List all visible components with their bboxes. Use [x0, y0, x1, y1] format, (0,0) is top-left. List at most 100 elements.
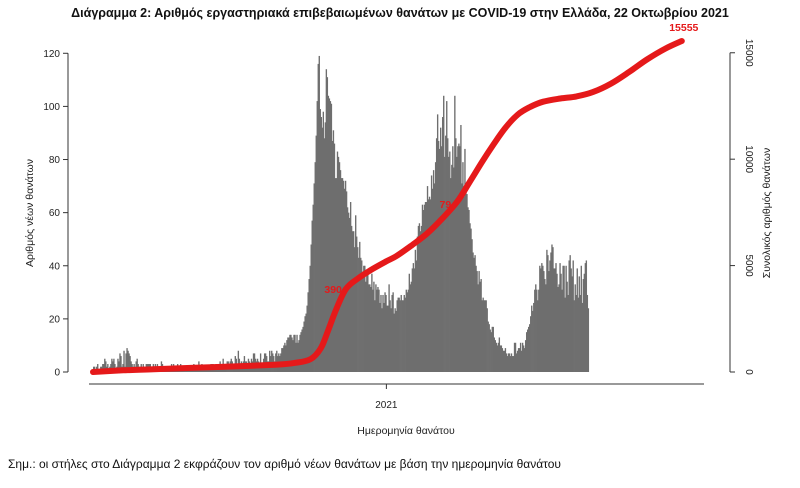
- bar: [419, 231, 422, 372]
- bar: [491, 326, 493, 372]
- bar: [364, 265, 366, 372]
- bar: [564, 297, 566, 372]
- bar: [300, 332, 302, 372]
- bar: [493, 337, 495, 372]
- bar: [466, 194, 468, 372]
- bar: [540, 268, 542, 372]
- y-right-tick-label: 10000: [743, 145, 754, 173]
- bar: [392, 292, 394, 372]
- bar: [566, 281, 568, 372]
- bar: [464, 148, 466, 372]
- bar: [320, 117, 322, 373]
- bar: [445, 135, 447, 372]
- bar: [289, 334, 291, 372]
- bar: [546, 249, 548, 372]
- bar: [457, 146, 459, 372]
- bar: [107, 364, 109, 372]
- bar: [470, 228, 472, 372]
- bar: [578, 276, 580, 372]
- bar: [325, 69, 328, 372]
- bar: [293, 334, 295, 372]
- bar: [525, 332, 528, 372]
- bar: [576, 268, 578, 372]
- bar: [535, 284, 537, 372]
- y-right-tick-label: 0: [743, 369, 754, 375]
- bar: [118, 361, 120, 372]
- bar: [347, 212, 350, 372]
- bar: [496, 345, 499, 372]
- bar: [575, 294, 577, 372]
- bar: [309, 265, 311, 372]
- bar: [453, 167, 455, 372]
- bar: [565, 265, 567, 372]
- bar: [301, 329, 303, 372]
- bar: [394, 308, 396, 372]
- bar: [510, 353, 513, 372]
- bar: [444, 156, 446, 372]
- bar: [554, 268, 556, 372]
- bar: [403, 294, 405, 372]
- bar: [104, 358, 106, 372]
- bar: [427, 199, 430, 372]
- bar: [580, 265, 582, 372]
- line-annotation: 390: [324, 284, 342, 296]
- bar: [497, 342, 500, 372]
- bar: [126, 348, 128, 372]
- bar: [291, 337, 293, 372]
- bar: [534, 289, 536, 372]
- bar: [454, 95, 456, 372]
- bar: [539, 265, 541, 372]
- bar: [351, 231, 354, 372]
- y-left-tick-label: 20: [49, 314, 61, 325]
- bar: [512, 356, 515, 372]
- bar: [328, 98, 331, 373]
- bar: [586, 294, 589, 372]
- bar: [509, 356, 512, 372]
- bar: [417, 225, 420, 372]
- bar: [298, 340, 300, 372]
- bar: [490, 332, 492, 372]
- bar: [428, 196, 431, 372]
- bar: [342, 180, 345, 372]
- y-left-tick-label: 40: [49, 261, 61, 272]
- bar: [119, 353, 121, 372]
- bar: [385, 294, 387, 372]
- bar: [421, 204, 424, 372]
- bar: [519, 342, 522, 372]
- bar: [456, 156, 458, 372]
- bar: [381, 308, 383, 372]
- bar: [415, 260, 418, 372]
- bar: [317, 63, 319, 373]
- bar: [396, 300, 398, 372]
- bar: [382, 294, 384, 372]
- bar: [356, 236, 358, 372]
- bar: [376, 289, 378, 372]
- y-right-tick-label: 5000: [743, 254, 754, 277]
- bar: [363, 265, 365, 372]
- bar: [390, 308, 392, 372]
- bar: [355, 215, 357, 372]
- bar: [455, 138, 457, 372]
- bar: [536, 289, 538, 372]
- bar: [579, 294, 581, 372]
- bar: [516, 350, 519, 372]
- bar: [123, 350, 125, 372]
- bar: [103, 364, 105, 372]
- bar: [406, 292, 408, 372]
- bar: [507, 353, 510, 372]
- bar: [332, 130, 335, 372]
- chart-title: Διάγραμμα 2: Αριθμός εργαστηριακά επιβεβ…: [71, 6, 729, 20]
- bar: [481, 300, 483, 372]
- bar: [531, 305, 533, 372]
- bar: [295, 342, 297, 372]
- bar: [489, 329, 491, 372]
- chart-note: Σημ.: οι στήλες στο Διάγραμμα 2 εκφράζου…: [8, 457, 561, 471]
- bar: [373, 281, 375, 372]
- bar: [129, 356, 131, 372]
- bar: [269, 350, 271, 372]
- bar: [292, 340, 294, 372]
- bar: [553, 268, 555, 372]
- bar: [505, 353, 508, 372]
- bar: [468, 209, 470, 372]
- bar: [314, 162, 316, 372]
